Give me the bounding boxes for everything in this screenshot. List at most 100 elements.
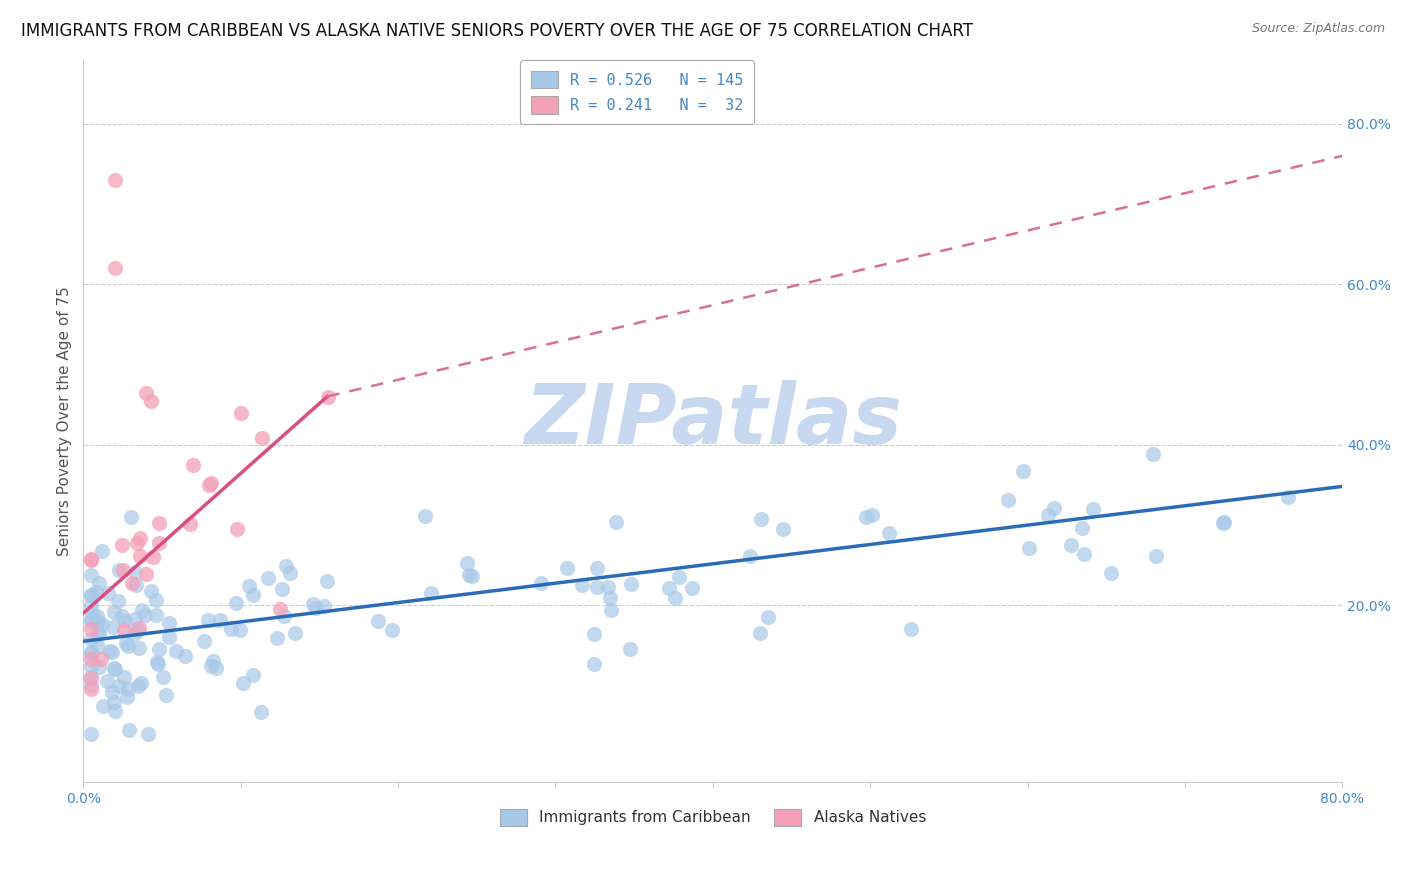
Point xyxy=(80,659,103,673)
Point xyxy=(80,646,103,660)
Point xyxy=(413,508,436,523)
Point xyxy=(276,559,298,574)
Point xyxy=(271,582,294,596)
Point xyxy=(855,509,877,524)
Text: ZIPatlas: ZIPatlas xyxy=(524,380,901,461)
Point xyxy=(104,261,127,276)
Point xyxy=(93,698,115,713)
Point xyxy=(125,578,148,592)
Y-axis label: Seniors Poverty Over the Age of 75: Seniors Poverty Over the Age of 75 xyxy=(58,285,72,556)
Point xyxy=(1070,521,1092,535)
Point xyxy=(128,531,150,545)
Point xyxy=(111,538,134,552)
Point xyxy=(100,645,122,659)
Point xyxy=(128,640,150,655)
Point xyxy=(877,526,900,541)
Point xyxy=(586,561,609,575)
Point xyxy=(89,576,111,591)
Point xyxy=(257,571,280,585)
Point xyxy=(225,597,247,611)
Point xyxy=(620,577,643,591)
Point xyxy=(664,591,686,606)
Point xyxy=(104,704,127,718)
Point xyxy=(1142,447,1164,461)
Point xyxy=(111,609,134,624)
Point xyxy=(1213,515,1236,529)
Point xyxy=(200,475,222,490)
Point xyxy=(419,586,441,600)
Point xyxy=(127,624,149,638)
Point xyxy=(87,640,110,654)
Point xyxy=(129,549,152,564)
Point xyxy=(381,623,404,637)
Point xyxy=(121,576,143,591)
Point xyxy=(80,588,103,602)
Point xyxy=(1011,464,1033,478)
Point xyxy=(284,625,307,640)
Point xyxy=(80,612,103,626)
Point xyxy=(1277,490,1299,504)
Point xyxy=(749,626,772,640)
Point xyxy=(80,606,103,620)
Point xyxy=(117,681,139,696)
Point xyxy=(96,674,118,689)
Point xyxy=(139,393,162,408)
Point xyxy=(142,550,165,565)
Point xyxy=(242,588,264,602)
Point xyxy=(104,173,127,187)
Point xyxy=(229,406,252,420)
Point xyxy=(80,551,103,566)
Point xyxy=(302,597,325,611)
Point xyxy=(139,584,162,599)
Point xyxy=(145,607,167,622)
Text: Source: ZipAtlas.com: Source: ZipAtlas.com xyxy=(1251,22,1385,36)
Point xyxy=(80,615,103,629)
Point xyxy=(599,591,621,605)
Point xyxy=(80,622,103,636)
Point xyxy=(111,563,134,577)
Point xyxy=(1036,508,1059,523)
Point xyxy=(103,695,125,709)
Point xyxy=(174,649,197,664)
Point xyxy=(127,680,149,694)
Point xyxy=(80,670,103,684)
Point xyxy=(305,600,328,615)
Point xyxy=(80,598,103,612)
Point xyxy=(1073,547,1095,561)
Point xyxy=(204,661,226,675)
Point xyxy=(80,588,103,602)
Point xyxy=(152,670,174,684)
Point xyxy=(86,584,108,599)
Point xyxy=(91,544,114,558)
Point xyxy=(148,642,170,657)
Point xyxy=(112,670,135,684)
Point xyxy=(1099,566,1122,581)
Point xyxy=(179,517,201,532)
Point xyxy=(242,668,264,682)
Point xyxy=(118,723,141,737)
Point xyxy=(148,535,170,549)
Point xyxy=(148,516,170,530)
Point xyxy=(1018,541,1040,555)
Point xyxy=(273,608,295,623)
Point xyxy=(122,627,145,641)
Point xyxy=(193,633,215,648)
Point xyxy=(96,586,118,600)
Point xyxy=(198,478,221,492)
Point xyxy=(681,581,703,595)
Point xyxy=(124,612,146,626)
Point xyxy=(100,644,122,658)
Point xyxy=(101,620,124,634)
Point xyxy=(145,655,167,669)
Point xyxy=(131,603,153,617)
Point xyxy=(157,615,180,630)
Point xyxy=(278,566,301,581)
Point xyxy=(1043,501,1066,516)
Point xyxy=(571,578,593,592)
Point xyxy=(756,610,779,624)
Point xyxy=(145,593,167,607)
Point xyxy=(200,659,222,673)
Point xyxy=(124,565,146,579)
Point xyxy=(80,726,103,740)
Point xyxy=(530,575,553,590)
